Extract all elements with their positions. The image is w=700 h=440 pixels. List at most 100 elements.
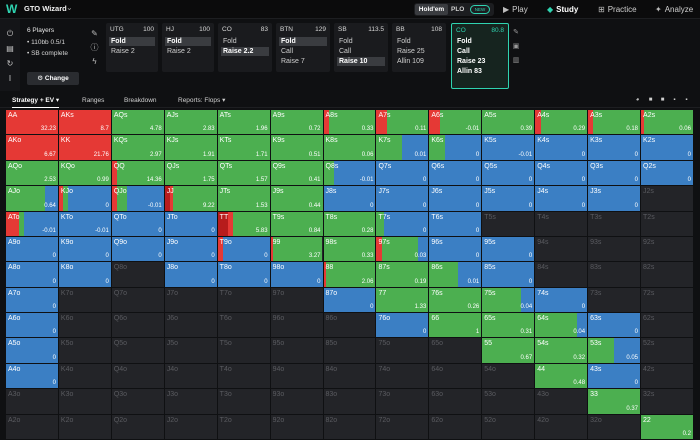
lock-icon[interactable]: ▣	[512, 43, 520, 50]
hand-cell-qjo[interactable]: QJo -0.01	[111, 186, 165, 212]
mode-holdem-button[interactable]: Hold'em	[415, 4, 448, 15]
hand-cell-a5o[interactable]: A5o 0	[6, 338, 59, 364]
hand-cell-q6s[interactable]: Q6s 0	[429, 160, 483, 187]
tab-strategy-ev[interactable]: Strategy + EV ▾	[12, 95, 60, 108]
hand-cell-j9s[interactable]: J9s 0.44	[270, 186, 324, 212]
hand-cell-62o[interactable]: 62o	[429, 414, 483, 440]
hand-cell-ato[interactable]: ATo -0.01	[6, 211, 59, 237]
hand-cell-j2s[interactable]: J2s	[641, 186, 694, 212]
hand-cell-q4s[interactable]: Q4s 0	[535, 160, 589, 187]
action-allin[interactable]: Allin 83	[457, 68, 482, 75]
hand-cell-jto[interactable]: JTo 0	[164, 211, 218, 237]
pencil-icon[interactable]: ✎	[513, 29, 519, 36]
hand-cell-63o[interactable]: 63o	[429, 389, 483, 415]
hand-cell-j7o[interactable]: J7o	[164, 287, 218, 314]
change-button[interactable]: ⚙ Change	[27, 72, 79, 85]
refresh-icon[interactable]: ↻	[6, 59, 14, 68]
hand-cell-82o[interactable]: 82o	[323, 414, 377, 440]
action-raise[interactable]: Raise 7	[281, 58, 305, 65]
hand-cell-q7s[interactable]: Q7s 0	[376, 160, 430, 187]
hand-cell-a4o[interactable]: A4o 0	[6, 363, 59, 390]
tab-ranges[interactable]: Ranges	[82, 97, 105, 104]
power-icon[interactable]: ⏻	[6, 29, 14, 38]
hand-cell-a6s[interactable]: A6s -0.01	[429, 110, 483, 136]
hand-cell-k3s[interactable]: K3s 0	[588, 135, 642, 161]
hand-cell-k4o[interactable]: K4o	[58, 363, 112, 390]
hand-cell-86s[interactable]: 86s 0.01	[429, 262, 483, 288]
hand-cell-jj[interactable]: JJ 9.22	[164, 186, 218, 212]
hand-cell-q7o[interactable]: Q7o	[111, 287, 165, 314]
info-icon[interactable]: ⓘ	[90, 43, 99, 52]
gto-wizard-logo[interactable]: W	[6, 2, 18, 16]
hand-cell-k8s[interactable]: K8s 0.06	[323, 135, 377, 161]
hand-cell-44[interactable]: 44 0.48	[535, 363, 589, 390]
hand-cell-j4o[interactable]: J4o	[164, 363, 218, 390]
hand-cell-kk[interactable]: KK 21.76	[58, 135, 112, 161]
hand-cell-a3o[interactable]: A3o	[6, 389, 59, 415]
app-title[interactable]: GTO Wizard	[24, 4, 67, 13]
hand-cell-95s[interactable]: 95s 0	[482, 236, 536, 263]
hand-cell-a9o[interactable]: A9o 0	[6, 236, 59, 263]
hand-cell-qts[interactable]: QTs 1.57	[217, 160, 271, 187]
hand-cell-a3s[interactable]: A3s 0.18	[588, 110, 642, 136]
book-icon[interactable]: ▥	[512, 57, 520, 64]
hand-cell-74s[interactable]: 74s 0	[535, 287, 589, 314]
hand-cell-k6s[interactable]: K6s 0	[429, 135, 483, 161]
hand-cell-63s[interactable]: 63s 0	[588, 313, 642, 339]
nav-analyze[interactable]: ✦ Analyze	[652, 2, 696, 17]
hand-cell-32o[interactable]: 32o	[588, 414, 642, 440]
hand-cell-j8s[interactable]: J8s 0	[323, 186, 377, 212]
hand-cell-qq[interactable]: QQ 14.36	[111, 160, 165, 187]
hand-cell-q4o[interactable]: Q4o	[111, 363, 165, 390]
action-call[interactable]: Call	[339, 48, 352, 55]
position-card-co-active[interactable]: CO 80.8 Fold Call Raise 23 Allin 83	[451, 23, 509, 89]
hand-cell-k2o[interactable]: K2o	[58, 414, 112, 440]
hand-cell-t5o[interactable]: T5o	[217, 338, 271, 364]
hand-cell-qjs[interactable]: QJs 1.75	[164, 160, 218, 187]
hand-cell-tt[interactable]: TT 5.83	[217, 211, 271, 237]
hand-cell-j5o[interactable]: J5o	[164, 338, 218, 364]
hand-cell-k8o[interactable]: K8o 0	[58, 262, 112, 288]
hand-cell-96s[interactable]: 96s 0	[429, 236, 483, 263]
hand-cell-95o[interactable]: 95o	[270, 338, 324, 364]
hand-cell-k7s[interactable]: K7s 0.01	[376, 135, 430, 161]
nav-play[interactable]: ▶ Play	[500, 2, 531, 17]
hand-cell-83o[interactable]: 83o	[323, 389, 377, 415]
hand-cell-42o[interactable]: 42o	[535, 414, 589, 440]
hand-cell-k4s[interactable]: K4s 0	[535, 135, 589, 161]
hand-cell-32s[interactable]: 32s	[641, 389, 694, 415]
hand-cell-kqo[interactable]: KQo 0.99	[58, 160, 112, 187]
action-fold[interactable]: Fold	[339, 38, 353, 45]
hand-cell-64o[interactable]: 64o	[429, 363, 483, 390]
hand-cell-j2o[interactable]: J2o	[164, 414, 218, 440]
hand-cell-92s[interactable]: 92s	[641, 236, 694, 263]
hand-cell-k9s[interactable]: K9s 0.51	[270, 135, 324, 161]
hand-cell-q9s[interactable]: Q9s 0.41	[270, 160, 324, 187]
hand-cell-qto[interactable]: QTo 0	[111, 211, 165, 237]
hand-cell-75s[interactable]: 75s 0.04	[482, 287, 536, 314]
hand-cell-t8s[interactable]: T8s 0.28	[323, 211, 377, 237]
hand-cell-97s[interactable]: 97s 0.03	[376, 236, 430, 263]
hand-cell-73s[interactable]: 73s	[588, 287, 642, 314]
action-raise[interactable]: Raise 2	[167, 48, 191, 55]
hand-cell-a8o[interactable]: A8o 0	[6, 262, 59, 288]
hand-cell-aqs[interactable]: AQs 4.78	[111, 110, 165, 136]
hand-cell-65o[interactable]: 65o	[429, 338, 483, 364]
hand-cell-k3o[interactable]: K3o	[58, 389, 112, 415]
hand-cell-q6o[interactable]: Q6o	[111, 313, 165, 339]
hand-cell-77[interactable]: 77 1.33	[376, 287, 430, 314]
hand-cell-84o[interactable]: 84o	[323, 363, 377, 390]
hand-cell-a6o[interactable]: A6o 0	[6, 313, 59, 339]
hand-cell-22[interactable]: 22 0.2	[641, 414, 694, 440]
hand-cell-54o[interactable]: 54o	[482, 363, 536, 390]
tab-reports-flops[interactable]: Reports: Flops ▾	[178, 95, 225, 107]
hand-cell-ajs[interactable]: AJs 2.83	[164, 110, 218, 136]
hand-cell-k9o[interactable]: K9o 0	[58, 236, 112, 263]
hand-cell-97o[interactable]: 97o	[270, 287, 324, 314]
hand-cell-j7s[interactable]: J7s 0	[376, 186, 430, 212]
hand-cell-t9o[interactable]: T9o 0	[217, 236, 271, 263]
hand-cell-a8s[interactable]: A8s 0.33	[323, 110, 377, 136]
hand-cell-87s[interactable]: 87s 0.19	[376, 262, 430, 288]
hand-cell-q5s[interactable]: Q5s 0	[482, 160, 536, 187]
hand-cell-ajo[interactable]: AJo 0.64	[6, 186, 59, 212]
